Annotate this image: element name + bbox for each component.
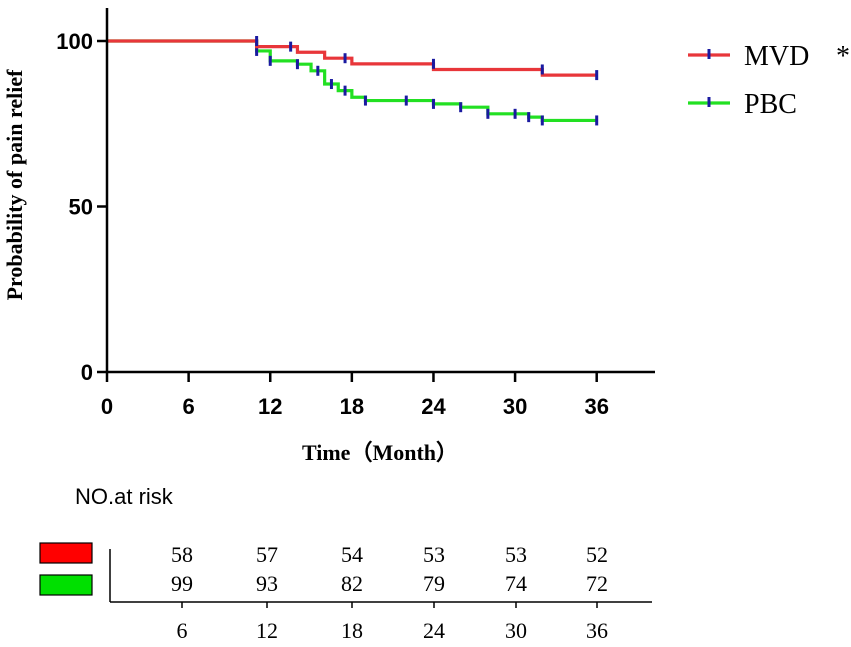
risk-count: 82: [341, 571, 363, 596]
risk-time-label: 12: [256, 618, 278, 643]
axes: 0 50 100 0 6 12 18 24 30 36: [56, 8, 655, 419]
risk-count: 99: [171, 571, 193, 596]
legend: MVD * PBC: [688, 41, 850, 120]
risk-count: 72: [586, 571, 608, 596]
y-tick-label: 100: [56, 29, 93, 54]
y-tick-label: 0: [81, 360, 93, 385]
risk-row-swatch-mvd: [39, 542, 93, 564]
risk-time-label: 36: [586, 618, 608, 643]
risk-count: 53: [423, 542, 445, 567]
risk-count: 53: [505, 542, 527, 567]
legend-label-pbc: PBC: [744, 89, 797, 120]
risk-count: 74: [505, 571, 527, 596]
legend-label-mvd: MVD: [744, 41, 809, 72]
risk-table: NO.at risk 6 12 18 24 30 36 58 57 54 53 53 52 99 93 82 7…: [39, 484, 652, 643]
x-tick-label: 12: [258, 394, 282, 419]
x-tick-label: 0: [101, 394, 113, 419]
x-tick-label: 6: [182, 394, 194, 419]
series-line-pbc: [107, 39, 597, 123]
risk-count: 52: [586, 542, 608, 567]
risk-count: 54: [341, 542, 363, 567]
plot-area: [107, 36, 599, 126]
significance-mark: *: [836, 41, 850, 72]
y-tick-label: 50: [69, 195, 93, 220]
risk-count: 58: [171, 542, 193, 567]
risk-row-swatch-pbc: [39, 574, 93, 596]
x-axis-title: Time（Month）: [302, 440, 458, 465]
series-line-mvd: [107, 39, 597, 77]
risk-count: 93: [256, 571, 278, 596]
x-tick-label: 30: [503, 394, 527, 419]
y-axis-title: Probability of pain relief: [2, 69, 27, 300]
x-tick-label: 18: [340, 394, 364, 419]
x-tick-label: 24: [421, 394, 446, 419]
risk-time-label: 18: [341, 618, 363, 643]
risk-count: 79: [423, 571, 445, 596]
risk-time-label: 24: [423, 618, 445, 643]
risk-time-label: 30: [505, 618, 527, 643]
risk-count: 57: [256, 542, 278, 567]
risk-time-label: 6: [177, 618, 188, 643]
risk-table-title: NO.at risk: [75, 484, 174, 509]
x-tick-label: 36: [584, 394, 608, 419]
